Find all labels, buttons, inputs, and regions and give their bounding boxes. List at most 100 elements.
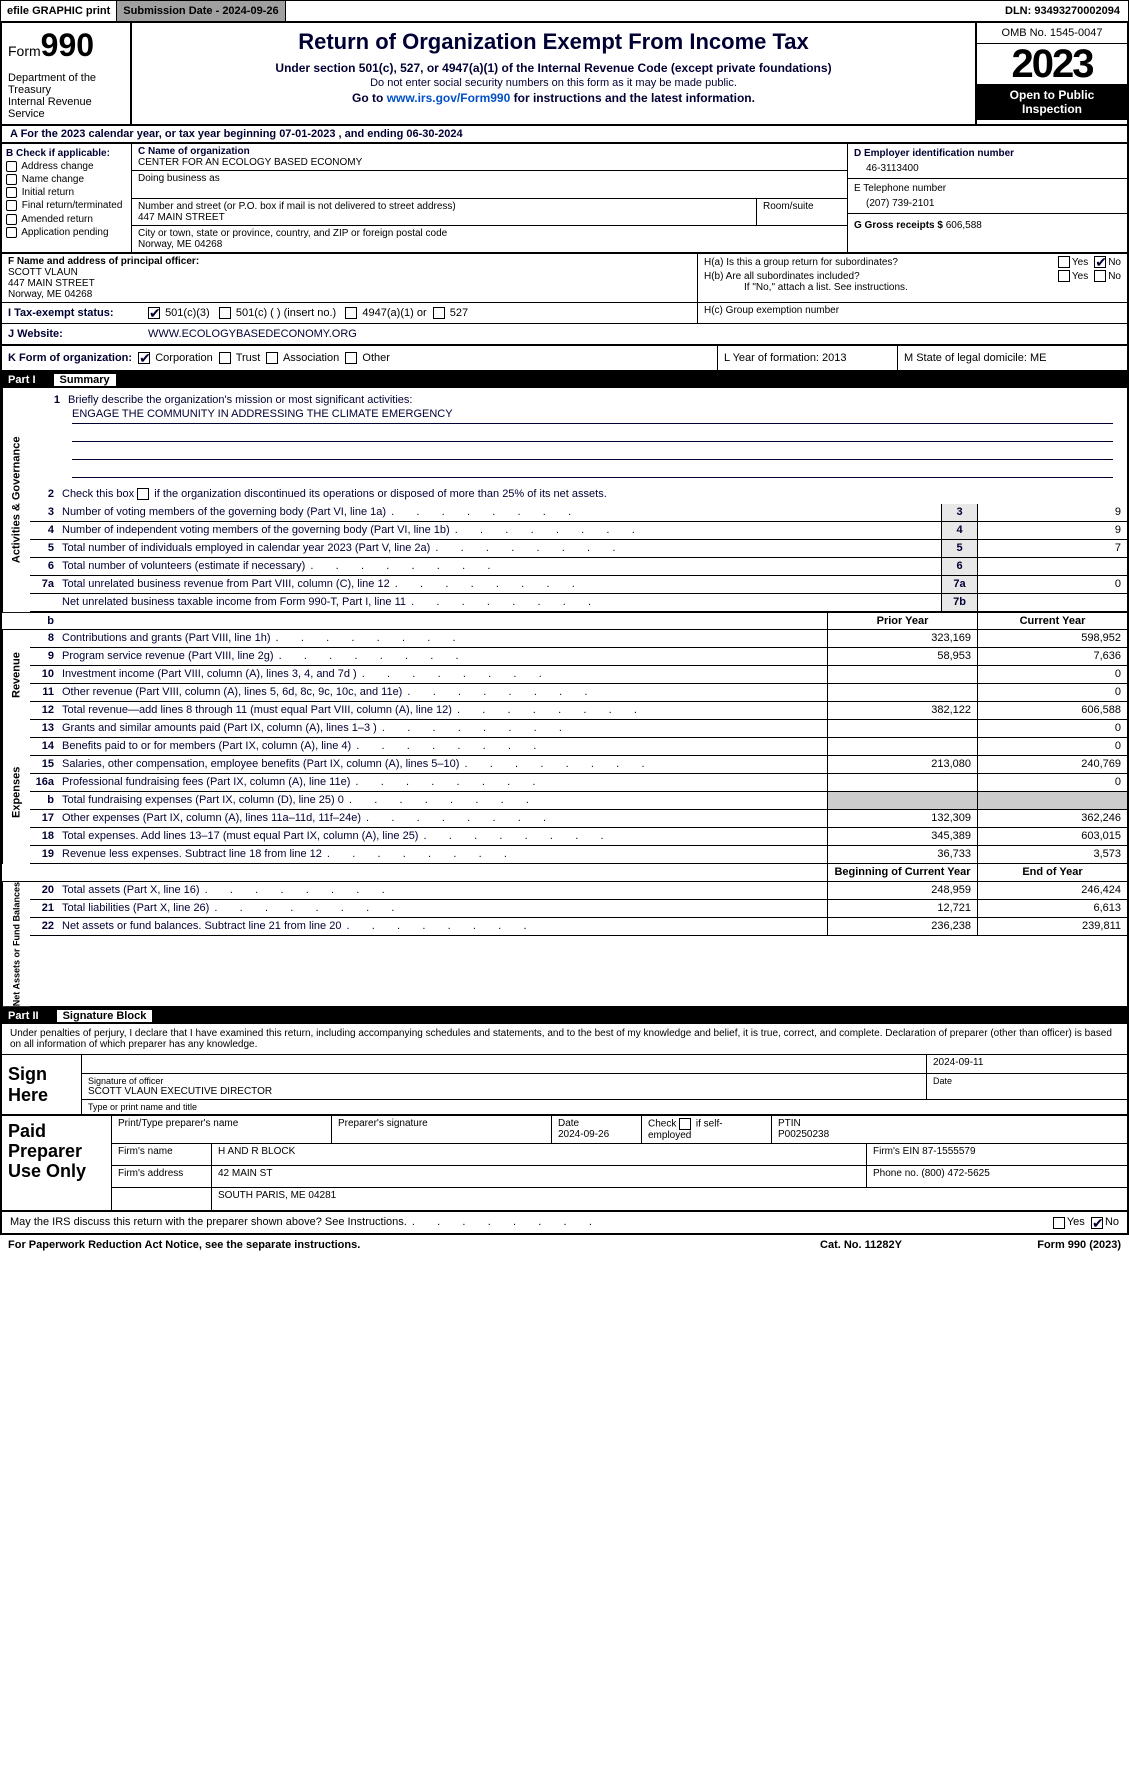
summary-section: Activities & Governance 1Briefly describ… bbox=[0, 388, 1129, 1008]
top-bar: efile GRAPHIC print Submission Date - 20… bbox=[0, 0, 1129, 22]
submission-date: Submission Date - 2024-09-26 bbox=[117, 1, 285, 21]
ein: 46-3113400 bbox=[854, 159, 1121, 174]
tax-status-label: I Tax-exempt status: bbox=[2, 303, 142, 323]
summary-line: Total expenses. Add lines 13–17 (must eq… bbox=[58, 828, 827, 845]
firm-addr-2: SOUTH PARIS, ME 04281 bbox=[212, 1188, 1127, 1210]
cb-corp[interactable] bbox=[138, 352, 150, 364]
goto-line: Go to www.irs.gov/Form990 for instructio… bbox=[138, 91, 969, 105]
city-state-zip: Norway, ME 04268 bbox=[138, 239, 841, 250]
summary-line: Benefits paid to or for members (Part IX… bbox=[58, 738, 827, 755]
begin-year-hdr: Beginning of Current Year bbox=[827, 864, 977, 881]
cb-discontinued[interactable] bbox=[137, 488, 149, 500]
summary-val: 0 bbox=[977, 576, 1127, 593]
street-address: 447 MAIN STREET bbox=[138, 212, 750, 223]
cb-assoc[interactable] bbox=[266, 352, 278, 364]
summary-line: Number of voting members of the governin… bbox=[58, 504, 941, 521]
signature-block: Under penalties of perjury, I declare th… bbox=[0, 1024, 1129, 1116]
prior-val: 132,309 bbox=[827, 810, 977, 827]
hb-yes[interactable] bbox=[1058, 270, 1070, 282]
paid-preparer: Paid Preparer Use Only Print/Type prepar… bbox=[0, 1116, 1129, 1212]
summary-line: Total fundraising expenses (Part IX, col… bbox=[58, 792, 827, 809]
prior-val bbox=[827, 738, 977, 755]
q1-label: Briefly describe the organization's miss… bbox=[64, 392, 1121, 408]
ha-label: H(a) Is this a group return for subordin… bbox=[704, 257, 1058, 268]
prior-val: 248,959 bbox=[827, 882, 977, 899]
part-i-header: Part I Summary bbox=[0, 372, 1129, 388]
cb-address-change[interactable] bbox=[6, 161, 17, 172]
curr-val: 246,424 bbox=[977, 882, 1127, 899]
summary-line: Total number of volunteers (estimate if … bbox=[58, 558, 941, 575]
row-klm: K Form of organization: Corporation Trus… bbox=[0, 346, 1129, 372]
summary-val: 9 bbox=[977, 504, 1127, 521]
cb-initial-return[interactable] bbox=[6, 187, 17, 198]
curr-val bbox=[977, 792, 1127, 809]
prior-val: 236,238 bbox=[827, 918, 977, 935]
cb-501c[interactable] bbox=[219, 307, 231, 319]
cb-final-return[interactable] bbox=[6, 200, 17, 211]
curr-val: 0 bbox=[977, 738, 1127, 755]
curr-val: 0 bbox=[977, 684, 1127, 701]
curr-val: 240,769 bbox=[977, 756, 1127, 773]
summary-line: Revenue less expenses. Subtract line 18 … bbox=[58, 846, 827, 863]
cb-501c3[interactable] bbox=[148, 307, 160, 319]
end-year-hdr: End of Year bbox=[977, 864, 1127, 881]
phone: (207) 739-2101 bbox=[854, 194, 1121, 209]
gross-receipts: 606,588 bbox=[946, 220, 982, 231]
summary-line: Professional fundraising fees (Part IX, … bbox=[58, 774, 827, 791]
cb-other[interactable] bbox=[345, 352, 357, 364]
prior-val: 36,733 bbox=[827, 846, 977, 863]
dln: DLN: 93493270002094 bbox=[997, 5, 1128, 17]
ha-no[interactable] bbox=[1094, 256, 1106, 268]
cb-name-change[interactable] bbox=[6, 174, 17, 185]
firm-name: H AND R BLOCK bbox=[212, 1144, 867, 1165]
irs-link[interactable]: www.irs.gov/Form990 bbox=[387, 91, 511, 105]
officer-name: SCOTT VLAUN EXECUTIVE DIRECTOR bbox=[88, 1086, 920, 1097]
form-title: Return of Organization Exempt From Incom… bbox=[138, 29, 969, 55]
q2-label: Check this box if the organization disco… bbox=[58, 486, 1127, 502]
prior-val bbox=[827, 792, 977, 809]
website-url[interactable]: WWW.ECOLOGYBASEDECONOMY.ORG bbox=[142, 324, 1127, 344]
cb-527[interactable] bbox=[433, 307, 445, 319]
side-expenses: Expenses bbox=[2, 720, 30, 864]
summary-val bbox=[977, 594, 1127, 611]
org-name: CENTER FOR AN ECOLOGY BASED ECONOMY bbox=[138, 157, 841, 168]
summary-line: Other expenses (Part IX, column (A), lin… bbox=[58, 810, 827, 827]
sign-here-label: Sign Here bbox=[2, 1055, 82, 1114]
side-netassets: Net Assets or Fund Balances bbox=[2, 882, 30, 1006]
curr-val: 0 bbox=[977, 774, 1127, 791]
state-domicile: M State of legal domicile: ME bbox=[897, 346, 1127, 370]
side-governance: Activities & Governance bbox=[2, 388, 30, 612]
prior-val bbox=[827, 774, 977, 791]
part-ii-header: Part II Signature Block bbox=[0, 1008, 1129, 1024]
ha-yes[interactable] bbox=[1058, 256, 1070, 268]
curr-val: 606,588 bbox=[977, 702, 1127, 719]
curr-val: 6,613 bbox=[977, 900, 1127, 917]
discuss-no[interactable] bbox=[1091, 1217, 1103, 1229]
ptin: P00250238 bbox=[778, 1129, 829, 1140]
cb-4947[interactable] bbox=[345, 307, 357, 319]
curr-val: 362,246 bbox=[977, 810, 1127, 827]
footer: For Paperwork Reduction Act Notice, see … bbox=[0, 1235, 1129, 1255]
cb-amended[interactable] bbox=[6, 214, 17, 225]
form-header: Form990 Department of the Treasury Inter… bbox=[0, 22, 1129, 126]
curr-val: 0 bbox=[977, 720, 1127, 737]
discuss-yes[interactable] bbox=[1053, 1217, 1065, 1229]
prior-year-hdr: Prior Year bbox=[827, 613, 977, 629]
box-f: F Name and address of principal officer:… bbox=[2, 254, 697, 302]
summary-line: Program service revenue (Part VIII, line… bbox=[58, 648, 827, 665]
box-b: B Check if applicable: Address change Na… bbox=[2, 144, 132, 252]
curr-val: 603,015 bbox=[977, 828, 1127, 845]
prior-val: 345,389 bbox=[827, 828, 977, 845]
efile-label[interactable]: efile GRAPHIC print bbox=[1, 1, 117, 21]
cb-trust[interactable] bbox=[219, 352, 231, 364]
hb-no[interactable] bbox=[1094, 270, 1106, 282]
cb-self-employed[interactable] bbox=[679, 1118, 691, 1130]
year-formation: L Year of formation: 2013 bbox=[717, 346, 897, 370]
prior-val: 58,953 bbox=[827, 648, 977, 665]
summary-line: Net unrelated business taxable income fr… bbox=[58, 594, 941, 611]
cb-app-pending[interactable] bbox=[6, 227, 17, 238]
row-a: A For the 2023 calendar year, or tax yea… bbox=[0, 126, 1129, 144]
curr-val: 598,952 bbox=[977, 630, 1127, 647]
curr-val: 0 bbox=[977, 666, 1127, 683]
summary-line: Total assets (Part X, line 16) bbox=[58, 882, 827, 899]
